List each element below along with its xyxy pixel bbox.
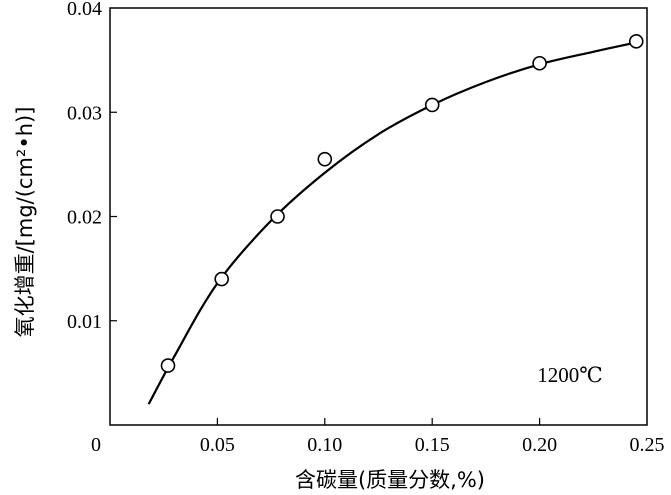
y-axis-ticks: 0.01 0.02 0.03 0.04 — [67, 0, 117, 333]
x-tick-label: 0.15 — [415, 434, 450, 456]
y-tick-label: 0.02 — [67, 207, 102, 229]
data-point — [270, 209, 285, 224]
temperature-annotation: 1200℃ — [537, 363, 603, 387]
data-point — [317, 151, 333, 167]
x-tick-label: 0.25 — [630, 434, 665, 456]
x-tick-label: 0 — [91, 434, 101, 456]
fit-curve — [147, 41, 637, 405]
y-tick-label: 0.03 — [67, 102, 102, 124]
x-tick-label: 0.05 — [200, 434, 235, 456]
x-tick-label: 0.20 — [522, 434, 557, 456]
fit-curve-group — [147, 41, 637, 405]
data-point — [424, 97, 440, 113]
y-tick-label: 0.04 — [67, 0, 102, 20]
x-axis-title: 含碳量(质量分数,%) — [295, 468, 485, 492]
y-axis-title: 氧化增重/[mg/(cm²•h)] — [13, 107, 37, 338]
x-tick-label: 0.10 — [307, 434, 342, 456]
data-point — [160, 358, 176, 373]
x-axis-ticks: 0 0.05 0.10 0.15 0.20 0.25 — [91, 418, 665, 456]
data-points-group — [160, 34, 644, 373]
y-tick-label: 0.01 — [67, 311, 102, 333]
data-point — [214, 271, 229, 287]
data-point — [532, 55, 547, 71]
data-point — [628, 34, 644, 49]
